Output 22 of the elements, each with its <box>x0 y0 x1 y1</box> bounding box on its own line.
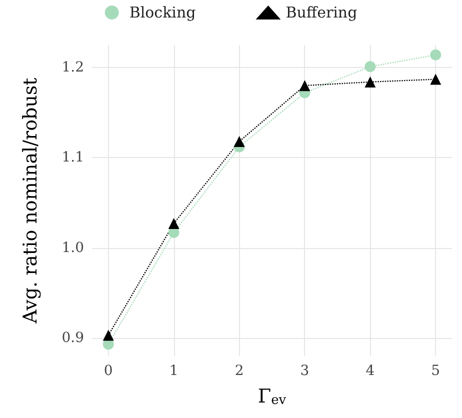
point <box>364 61 376 72</box>
y-axis-title: Avg. ratio nominal/robust <box>20 77 42 324</box>
point <box>430 74 442 85</box>
legend-label: Blocking <box>129 4 196 22</box>
x-tick-label: 2 <box>234 363 244 379</box>
x-tick-label: 4 <box>366 363 375 379</box>
y-tick-label: 1.2 <box>62 60 84 76</box>
x-axis-title: Γev <box>258 386 287 408</box>
point <box>364 76 376 88</box>
point <box>168 218 180 229</box>
legend-label: Buffering <box>286 4 358 22</box>
y-tick-label: 0.9 <box>62 330 84 346</box>
x-tick-label: 5 <box>431 363 440 379</box>
point <box>234 136 245 147</box>
point <box>430 49 442 60</box>
y-tick-label: 1.0 <box>62 240 84 256</box>
x-tick-label: 1 <box>169 363 178 379</box>
point <box>299 80 310 92</box>
point <box>102 330 114 341</box>
x-tick-label: 3 <box>300 363 310 379</box>
y-tick-label: 1.1 <box>62 150 84 166</box>
x-tick-label: 0 <box>104 363 113 379</box>
